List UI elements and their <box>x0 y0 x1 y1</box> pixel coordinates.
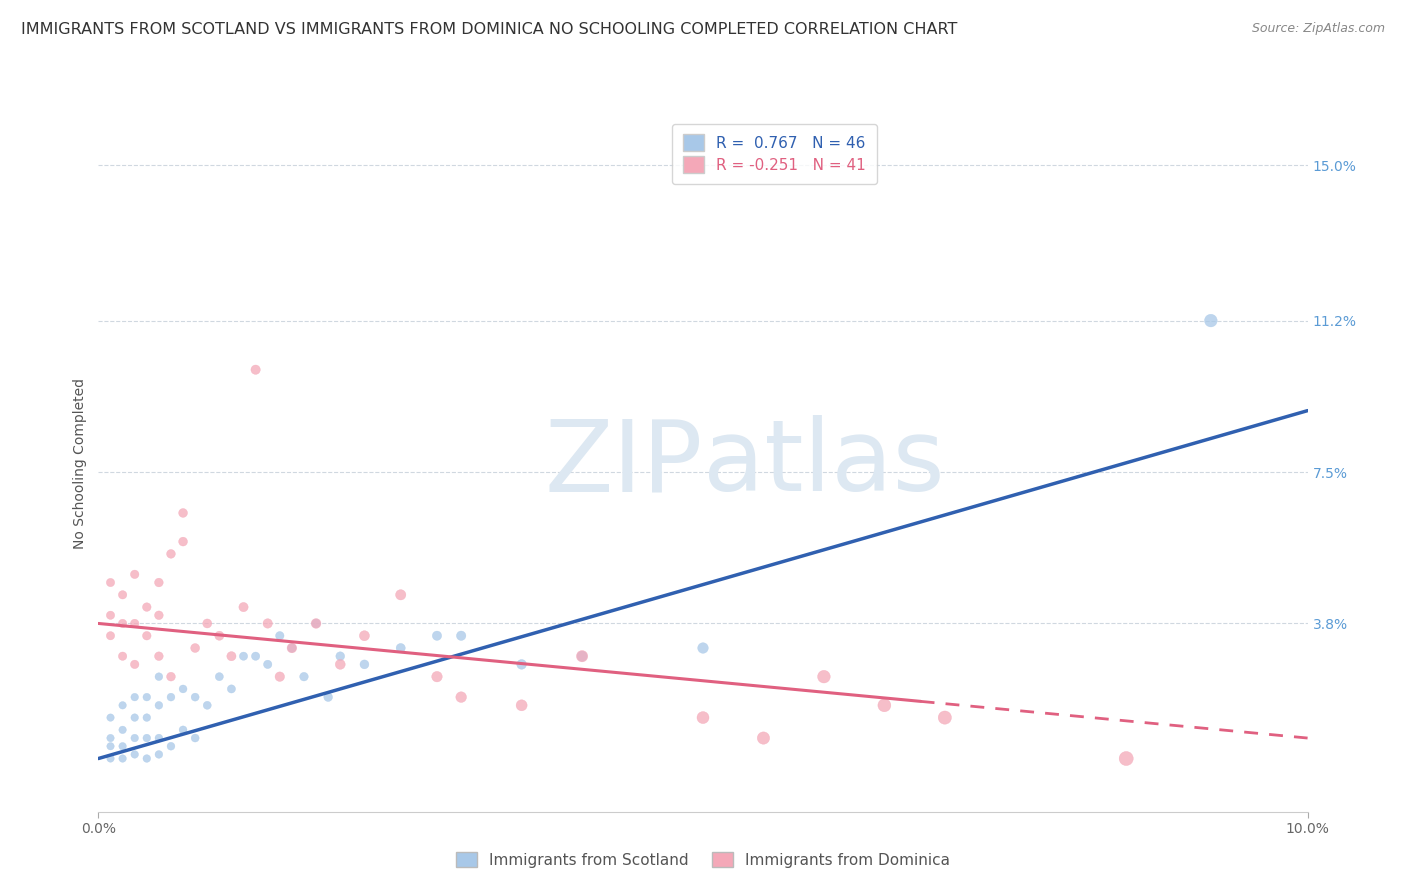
Point <box>111 616 134 631</box>
Text: ZIP: ZIP <box>544 416 703 512</box>
Point <box>221 649 243 664</box>
Point <box>111 588 134 602</box>
Point <box>813 670 835 684</box>
Point <box>135 600 157 615</box>
Point <box>426 629 449 643</box>
Point <box>316 690 339 705</box>
Text: Source: ZipAtlas.com: Source: ZipAtlas.com <box>1251 22 1385 36</box>
Point <box>873 698 896 713</box>
Point <box>160 547 183 561</box>
Point <box>148 649 170 664</box>
Point <box>450 629 472 643</box>
Point <box>124 710 146 724</box>
Point <box>135 690 157 705</box>
Point <box>160 739 183 754</box>
Point <box>692 710 714 724</box>
Point <box>571 649 593 664</box>
Point <box>195 616 218 631</box>
Point <box>148 747 170 762</box>
Point <box>172 534 194 549</box>
Point <box>1199 313 1222 327</box>
Point <box>752 731 775 745</box>
Point <box>221 681 243 696</box>
Point <box>111 739 134 754</box>
Point <box>329 657 352 672</box>
Point <box>111 723 134 737</box>
Point <box>124 731 146 745</box>
Point <box>100 608 122 623</box>
Point <box>208 670 231 684</box>
Point <box>256 657 278 672</box>
Point <box>281 640 304 655</box>
Point <box>124 690 146 705</box>
Text: IMMIGRANTS FROM SCOTLAND VS IMMIGRANTS FROM DOMINICA NO SCHOOLING COMPLETED CORR: IMMIGRANTS FROM SCOTLAND VS IMMIGRANTS F… <box>21 22 957 37</box>
Point <box>692 640 714 655</box>
Point <box>124 657 146 672</box>
Y-axis label: No Schooling Completed: No Schooling Completed <box>73 378 87 549</box>
Point <box>160 690 183 705</box>
Point <box>571 649 593 664</box>
Point <box>305 616 328 631</box>
Point <box>934 710 956 724</box>
Point <box>135 629 157 643</box>
Point <box>124 616 146 631</box>
Point <box>124 747 146 762</box>
Point <box>256 616 278 631</box>
Point <box>148 731 170 745</box>
Point <box>148 698 170 713</box>
Point <box>184 690 207 705</box>
Legend: Immigrants from Scotland, Immigrants from Dominica: Immigrants from Scotland, Immigrants fro… <box>449 844 957 875</box>
Text: atlas: atlas <box>703 416 945 512</box>
Point <box>245 362 267 376</box>
Point <box>111 649 134 664</box>
Point <box>195 698 218 713</box>
Point <box>426 670 449 684</box>
Point <box>100 575 122 590</box>
Point <box>184 731 207 745</box>
Point <box>232 600 254 615</box>
Point <box>172 506 194 520</box>
Point <box>329 649 352 664</box>
Point <box>245 649 267 664</box>
Point <box>389 640 412 655</box>
Point <box>269 629 291 643</box>
Point <box>100 731 122 745</box>
Point <box>148 670 170 684</box>
Point <box>148 575 170 590</box>
Point <box>353 629 375 643</box>
Point <box>135 731 157 745</box>
Point <box>100 710 122 724</box>
Point <box>510 698 533 713</box>
Point <box>111 698 134 713</box>
Point <box>184 640 207 655</box>
Point <box>135 710 157 724</box>
Point <box>124 567 146 582</box>
Point <box>305 616 328 631</box>
Point <box>510 657 533 672</box>
Point <box>172 681 194 696</box>
Point <box>353 657 375 672</box>
Point <box>232 649 254 664</box>
Point <box>208 629 231 643</box>
Point <box>111 751 134 765</box>
Point <box>100 629 122 643</box>
Point <box>100 751 122 765</box>
Point <box>389 588 412 602</box>
Legend: R =  0.767   N = 46, R = -0.251   N = 41: R = 0.767 N = 46, R = -0.251 N = 41 <box>672 124 877 184</box>
Point <box>160 670 183 684</box>
Point <box>172 723 194 737</box>
Point <box>100 739 122 754</box>
Point <box>281 640 304 655</box>
Point <box>450 690 472 705</box>
Point <box>135 751 157 765</box>
Point <box>148 608 170 623</box>
Point <box>292 670 315 684</box>
Point <box>269 670 291 684</box>
Point <box>1115 751 1137 765</box>
